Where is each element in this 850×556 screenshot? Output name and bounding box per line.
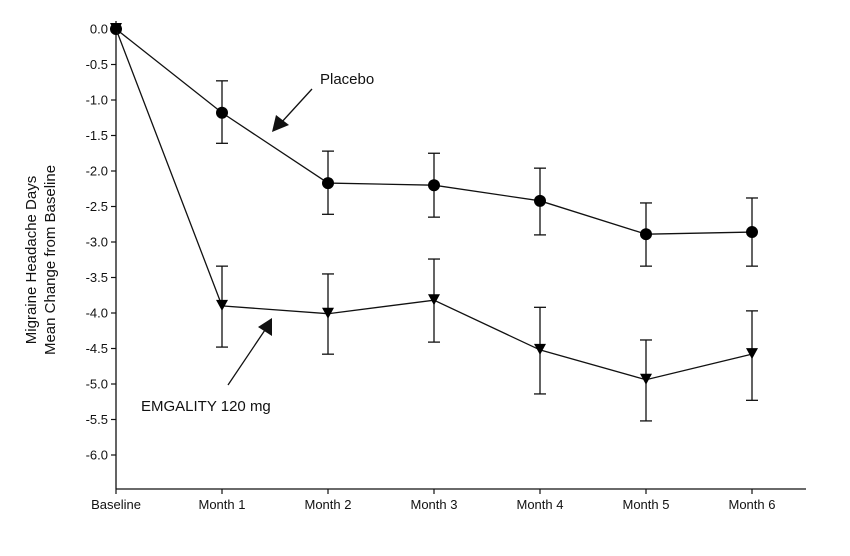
y-tick-label: -1.0 [86, 93, 108, 108]
x-tick-label: Month 2 [305, 497, 352, 512]
data-point-placebo [216, 106, 228, 119]
x-tick-label: Month 3 [411, 497, 458, 512]
arrowhead-placebo-icon [272, 115, 289, 132]
series-placebo [110, 23, 758, 267]
y-tick-label: -1.5 [86, 128, 108, 143]
data-point-placebo [428, 179, 440, 192]
x-tick-label: Month 4 [517, 497, 564, 512]
axes: 0.0 -0.5 -1.0 -1.5 -2.0 -2.5 -3.0 -3.5 -4.0 -4.5 -… [86, 21, 806, 512]
data-point-placebo [746, 226, 758, 239]
data-point-emgality [640, 373, 652, 385]
annotation-placebo: Placebo [320, 71, 374, 88]
y-tick-label: 0.0 [90, 22, 108, 37]
data-point-placebo [534, 194, 546, 207]
annotation-arrow-placebo [279, 88, 313, 125]
data-point-emgality [216, 299, 228, 311]
annotation-arrow-emgality [227, 329, 266, 386]
x-tick-label: Month 5 [623, 497, 670, 512]
y-tick-label: -2.0 [86, 164, 108, 179]
y-tick-label: -2.5 [86, 199, 108, 214]
data-point-emgality [322, 307, 334, 319]
y-tick-label: -5.5 [86, 412, 108, 427]
data-point-emgality [746, 348, 758, 360]
y-tick-label: -3.5 [86, 270, 108, 285]
x-tick-label: Month 6 [729, 497, 776, 512]
annotation-emgality: EMGALITY 120 mg [141, 398, 271, 415]
y-tick-label: -4.5 [86, 341, 108, 356]
series-layer [110, 23, 758, 422]
y-tick-label: -3.0 [86, 235, 108, 250]
y-axis-label-line2: Mean Change from Baseline [42, 165, 59, 355]
series-emgality [110, 23, 758, 422]
data-point-placebo [322, 177, 334, 190]
arrowhead-emgality-icon [258, 318, 272, 336]
data-point-emgality [534, 343, 546, 355]
x-tick-label: Month 1 [199, 497, 246, 512]
y-tick-label: -5.0 [86, 377, 108, 392]
y-axis-label-line1: Migraine Headache Days [23, 176, 40, 344]
data-point-emgality [428, 294, 440, 306]
x-tick-label: Baseline [91, 497, 141, 512]
y-tick-label: -0.5 [86, 57, 108, 72]
y-tick-label: -4.0 [86, 306, 108, 321]
data-point-placebo [640, 228, 652, 241]
y-tick-label: -6.0 [86, 448, 108, 463]
data-point-emgality [110, 23, 122, 34]
